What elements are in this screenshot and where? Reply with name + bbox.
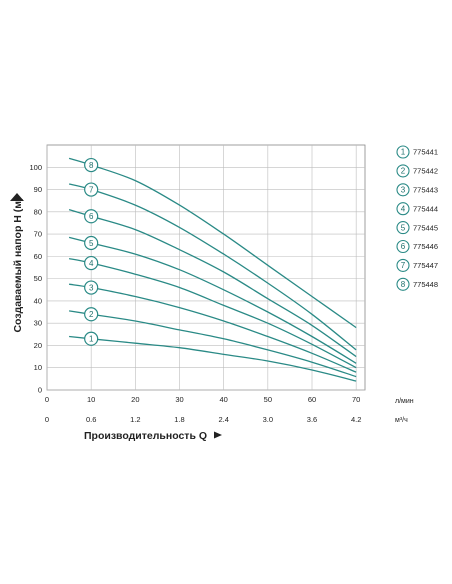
y-tick-label: 90 [34,185,42,194]
y-axis-arrow-icon [10,193,24,201]
badge-number: 1 [89,335,94,344]
x2-tick-label: 3.0 [263,415,273,424]
legend-badge-number: 8 [401,280,406,289]
legend-label: 775445 [413,223,438,232]
x-tick-label: 10 [87,395,95,404]
badge-number: 2 [89,310,94,319]
x-tick-label: 60 [308,395,316,404]
legend-label: 775442 [413,167,438,176]
legend-badge-number: 5 [401,223,406,232]
legend-badge-number: 1 [401,148,406,157]
series-badge-8: 8 [84,157,99,173]
x2-unit-label: м³/ч [395,417,408,424]
y-tick-label: 50 [34,274,42,283]
x-axis-title-group: Производительность Q [84,430,222,442]
y-tick-label: 100 [29,163,42,172]
y-axis-title-group: Создаваемый напор H (м) [12,197,24,332]
x2-tick-labels: 0 0.6 1.2 1.8 2.4 3.0 3.6 4.2 [45,415,361,424]
x2-tick-label: 0.6 [86,415,96,424]
legend-item: 7 775447 [396,258,438,272]
x-tick-label: 0 [45,395,49,404]
legend: 1 775441 2 775442 3 775443 4 775444 5 775445 6 7754… [396,145,438,291]
legend-label: 775447 [413,261,438,270]
legend-item: 2 775442 [396,164,438,178]
badge-number: 5 [89,239,94,248]
x-tick-label: 70 [352,395,360,404]
series-badges: 1 2 3 4 5 6 7 8 [84,157,99,346]
legend-badge-number: 6 [401,242,406,251]
y-axis-title: Создаваемый напор H (м) [12,197,24,332]
legend-badge-number: 7 [401,261,406,270]
legend-item: 3 775443 [396,183,438,197]
badge-circle [84,331,99,346]
badge-circle [84,157,99,173]
series-badge-5: 5 [84,235,99,251]
badge-circle [84,182,99,197]
x-tick-label: 30 [175,395,183,404]
badge-number: 3 [89,283,94,292]
x-unit-label: л/мин [395,398,414,405]
badge-circle [84,307,99,322]
badge-circle [84,280,99,295]
x-tick-labels: 0 10 20 30 40 50 60 70 [45,395,360,404]
legend-item: 6 775446 [396,239,438,254]
x-axis-title: Производительность Q [84,430,207,442]
y-tick-label: 80 [34,207,42,216]
legend-badge-circle [396,239,410,254]
y-tick-label: 30 [34,319,42,328]
badge-circle [84,255,99,271]
y-tick-label: 70 [34,230,42,239]
y-tick-label: 60 [34,252,42,261]
legend-label: 775448 [413,280,438,289]
series-badge-1: 1 [84,331,99,346]
badge-circle [84,209,99,224]
y-tick-labels: 0 10 20 30 40 50 60 70 80 90 100 [29,163,42,395]
y-tick-label: 0 [38,386,42,395]
y-tick-label: 10 [34,363,42,372]
series-badge-3: 3 [84,280,99,295]
legend-item: 1 775441 [396,145,438,159]
series-badge-6: 6 [84,209,99,224]
legend-item: 8 775448 [396,277,438,291]
y-tick-label: 40 [34,296,42,305]
legend-badge-number: 3 [401,186,406,195]
badge-number: 4 [89,259,94,268]
series-badge-2: 2 [84,307,99,322]
series-badge-4: 4 [84,255,99,271]
legend-label: 775441 [413,148,438,157]
badge-circle [84,235,99,251]
x2-tick-label: 0 [45,415,49,424]
series-badge-7: 7 [84,182,99,197]
legend-badge-number: 4 [401,204,406,213]
x2-tick-label: 3.6 [307,415,317,424]
legend-item: 5 775445 [396,221,438,235]
legend-badge-circle [396,164,410,178]
legend-label: 775446 [413,242,438,251]
x-axis-arrow-icon [214,431,222,439]
legend-badge-circle [396,145,410,159]
x2-tick-label: 1.8 [174,415,184,424]
badge-number: 6 [89,212,94,221]
legend-badge-circle [396,258,410,272]
legend-badge-circle [396,277,410,291]
legend-badge-number: 2 [401,167,406,176]
legend-label: 775444 [413,204,438,213]
legend-badge-circle [396,202,410,216]
badge-number: 8 [89,161,94,170]
legend-label: 775443 [413,186,438,195]
grid [46,145,365,391]
x2-tick-label: 1.2 [130,415,140,424]
badge-number: 7 [89,185,94,194]
x-tick-label: 50 [264,395,272,404]
x-tick-label: 40 [219,395,227,404]
y-tick-label: 20 [34,341,42,350]
legend-badge-circle [396,221,410,235]
x2-tick-label: 4.2 [351,415,361,424]
x2-tick-label: 2.4 [218,415,228,424]
legend-item: 4 775444 [396,202,438,216]
x-tick-label: 20 [131,395,139,404]
legend-badge-circle [396,183,410,197]
